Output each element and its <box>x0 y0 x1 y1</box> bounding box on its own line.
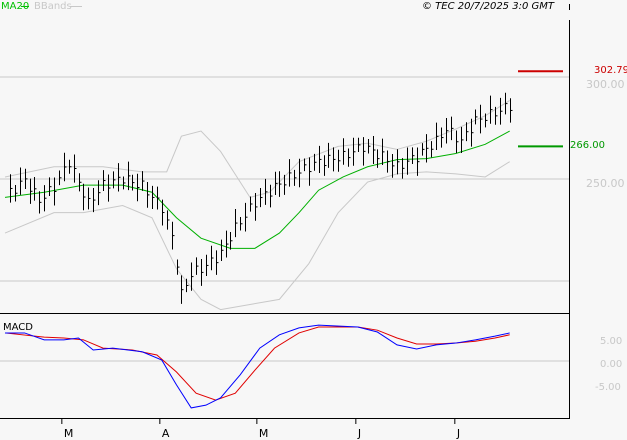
x-tick-label: J <box>456 427 460 440</box>
resistance-label: 302.79 <box>594 65 627 76</box>
x-tick-label: A <box>162 427 170 440</box>
x-tick-label: M <box>259 427 269 440</box>
y-tick-250: 250.00 <box>586 177 625 190</box>
macd-tick-0: 0.00 <box>600 359 623 370</box>
support-label: 266.00 <box>570 140 605 151</box>
macd-tick-5: 5.00 <box>600 336 623 347</box>
legend-ma20-swatch <box>21 6 29 7</box>
legend-bbands: BBands <box>34 1 72 12</box>
x-tick-label: M <box>64 427 73 440</box>
ma20-line <box>4 130 510 249</box>
macd-line <box>5 324 510 409</box>
y-tick-300: 300.00 <box>586 78 625 91</box>
macd-label: MACD <box>3 322 33 333</box>
legend-bbands-swatch <box>70 6 82 7</box>
legend-ma20: MA20 <box>1 1 30 12</box>
bband-lower-line <box>4 161 510 311</box>
x-tick-label: J <box>357 427 361 440</box>
bband-upper-line <box>4 100 510 198</box>
copyright: © TEC 20/7/2025 3:0 GMT <box>422 1 554 12</box>
macd-signal-line <box>4 326 510 401</box>
macd-tick-neg5: -5.00 <box>595 382 621 393</box>
